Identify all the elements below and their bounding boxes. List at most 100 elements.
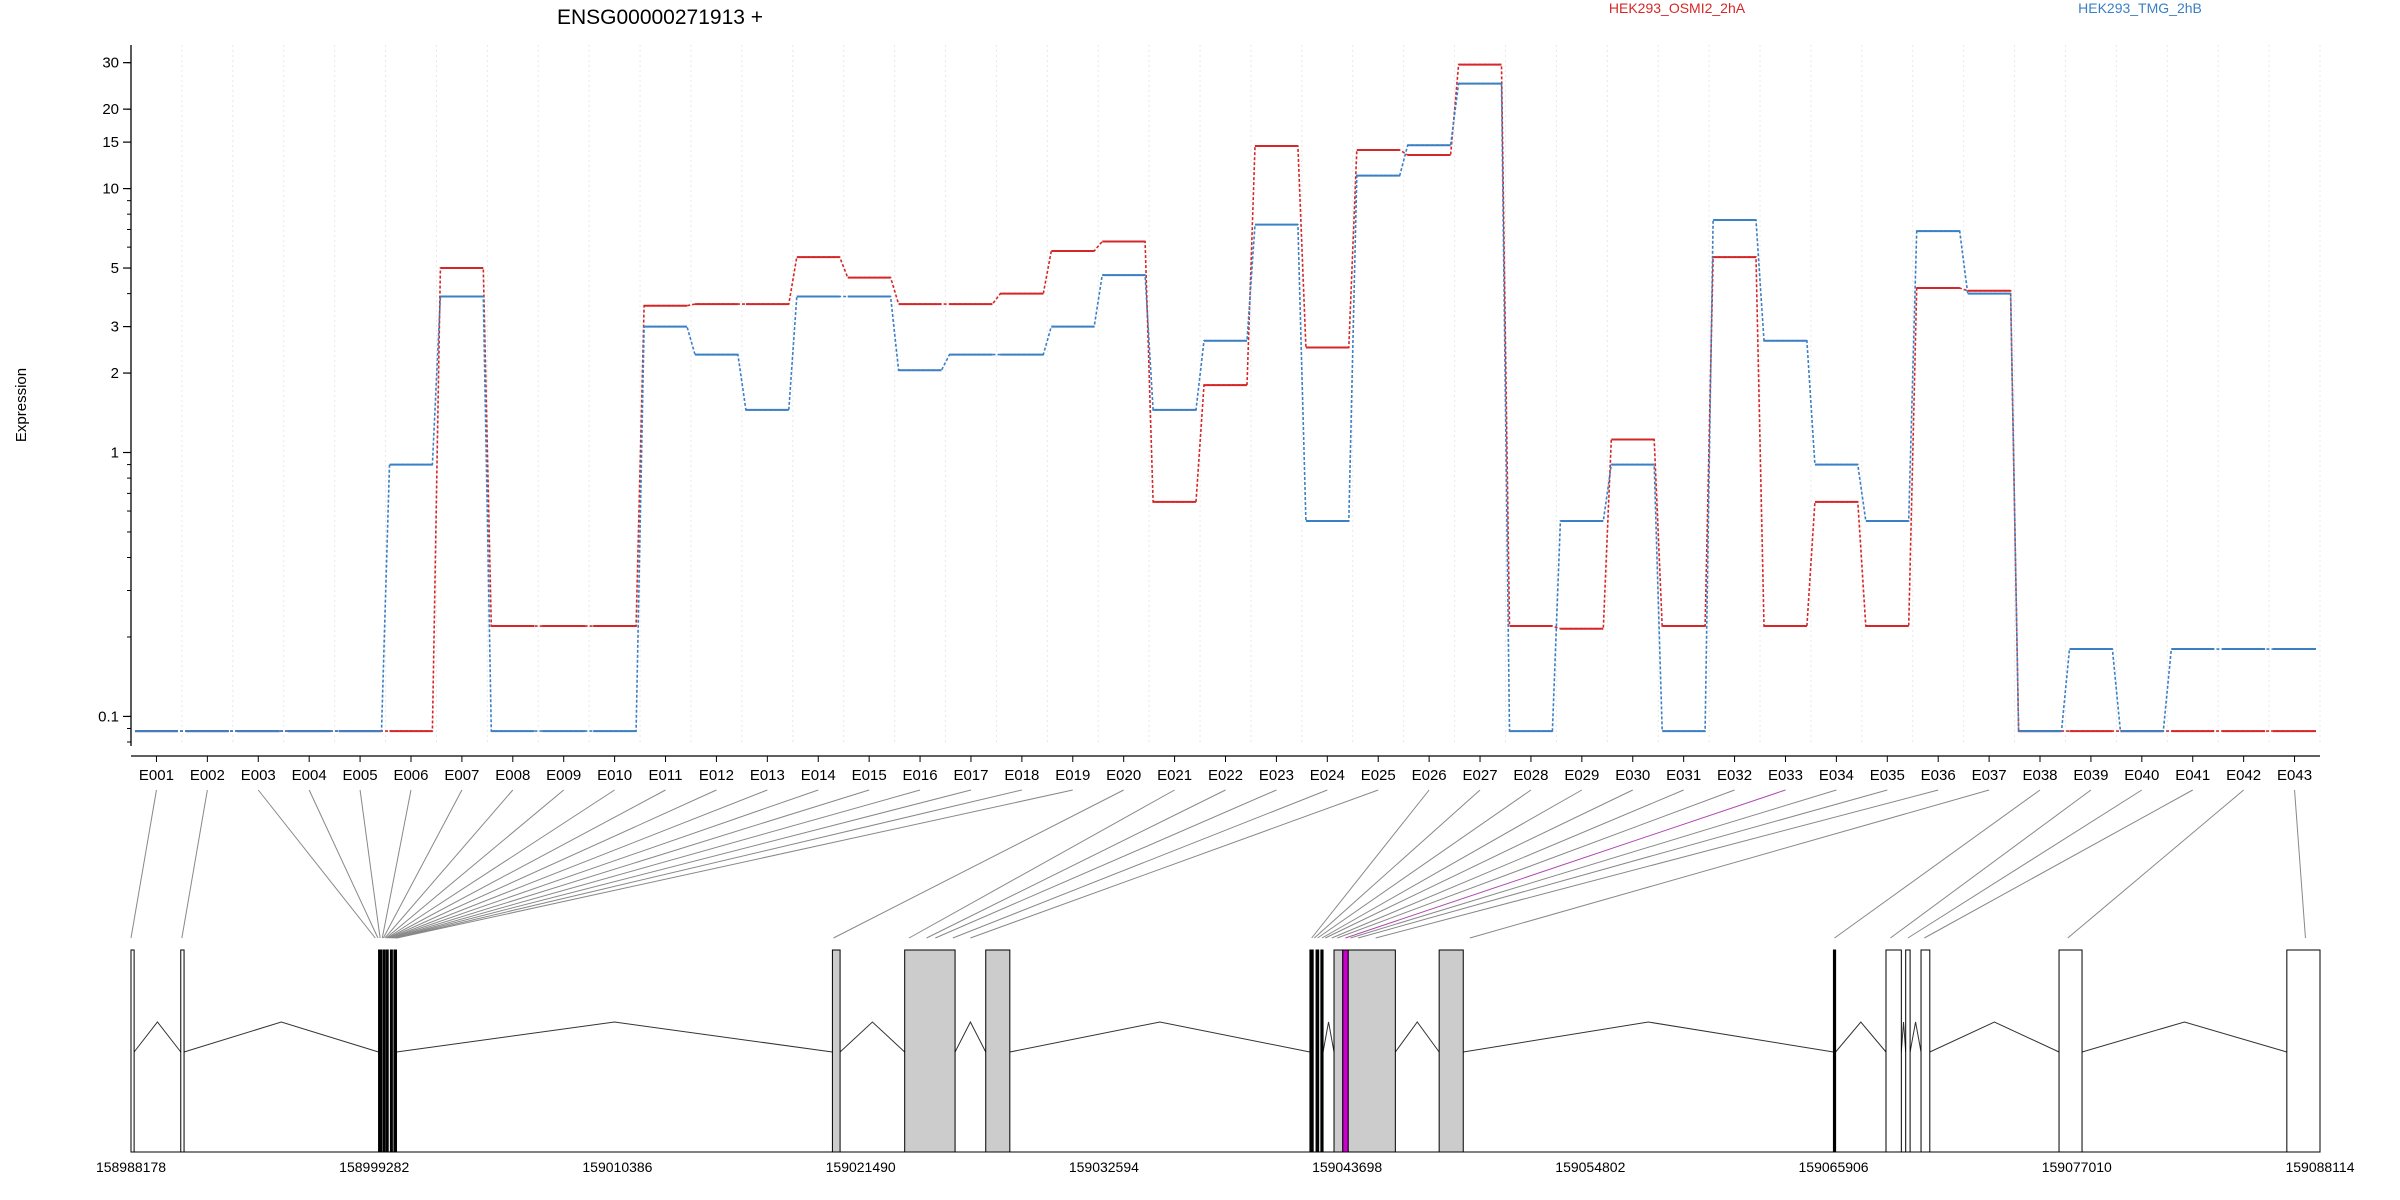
exon-connector-lines — [130, 789, 2306, 939]
x-tick-label: E024 — [1310, 767, 1345, 784]
x-tick-label: E009 — [546, 767, 581, 784]
exon-connector — [1325, 789, 1633, 939]
exon-block — [1347, 949, 1396, 1153]
y-tick-label: 20 — [102, 101, 119, 118]
intron-line — [1463, 1021, 1834, 1053]
exon-block — [130, 949, 135, 1153]
exon-block — [378, 949, 383, 1153]
intron-line — [1322, 1021, 1335, 1053]
exon-block — [385, 949, 389, 1153]
y-axis-label: Expression — [13, 368, 30, 442]
exon-connector — [1331, 789, 1684, 939]
exon-block — [2058, 949, 2083, 1153]
exon-connector — [2067, 789, 2244, 939]
x-tick-label: E026 — [1412, 767, 1447, 784]
x-tick-label: E007 — [444, 767, 479, 784]
grid-lines — [130, 45, 2321, 742]
exon-connector — [1375, 789, 1939, 939]
exon-connector — [393, 789, 870, 939]
y-tick-label: 10 — [102, 181, 119, 198]
exon-block — [1320, 949, 1324, 1153]
exon-connector — [257, 789, 376, 939]
exon-connector — [394, 789, 921, 939]
exon-block — [1342, 949, 1349, 1153]
x-tick-label: E003 — [241, 767, 276, 784]
x-tick-label: E022 — [1208, 767, 1243, 784]
exon-block — [1832, 949, 1837, 1153]
exon-block — [1309, 949, 1314, 1153]
x-tick-label: E012 — [699, 767, 734, 784]
exon-block — [1333, 949, 1344, 1153]
x-tick-label: E021 — [1157, 767, 1192, 784]
coord-label: 159054802 — [1555, 1159, 1625, 1175]
exon-connector — [388, 789, 666, 939]
genomic-coordinate-axis: 158988178 158999282 159010386 159021490 1590… — [96, 1151, 2355, 1175]
exon-connector — [384, 789, 514, 939]
exon-block — [1438, 949, 1464, 1153]
x-tick-label: E038 — [2022, 767, 2057, 784]
legend-entry-series-1: HEK293_OSMI2_2hA — [1609, 0, 1746, 16]
x-tick-label: E019 — [1055, 767, 1090, 784]
exon-connector — [130, 789, 157, 939]
intron-line — [1909, 1021, 1922, 1053]
exon-connector — [1321, 789, 1583, 939]
exon-block — [1315, 949, 1320, 1153]
coord-label: 159032594 — [1069, 1159, 1139, 1175]
exon-block — [904, 949, 956, 1153]
intron-line — [839, 1021, 906, 1053]
x-tick-label: E013 — [750, 767, 785, 784]
x-tick-label: E002 — [190, 767, 225, 784]
exon-block — [2286, 949, 2321, 1153]
coord-label: 159021490 — [826, 1159, 896, 1175]
exon-block — [1905, 949, 1911, 1153]
x-tick-label: E023 — [1259, 767, 1294, 784]
exon-block — [1920, 949, 1931, 1153]
x-tick-label: E006 — [393, 767, 428, 784]
exon-connector — [1924, 789, 2193, 939]
exon-connector — [1313, 789, 1481, 939]
exon-connector — [181, 789, 208, 939]
x-tick-label: E042 — [2226, 767, 2261, 784]
x-tick-label: E036 — [1921, 767, 1956, 784]
x-tick-label: E028 — [1513, 767, 1548, 784]
coord-label: 158988178 — [96, 1159, 166, 1175]
exon-connector — [1311, 789, 1430, 939]
exon-connector — [308, 789, 379, 939]
x-tick-label: E031 — [1666, 767, 1701, 784]
exon-connector — [396, 789, 1073, 939]
x-tick-label: E001 — [139, 767, 174, 784]
intron-line — [1835, 1021, 1887, 1053]
exon-connector — [381, 789, 412, 939]
y-tick-label: 3 — [111, 319, 119, 336]
exon-connector — [2294, 789, 2306, 939]
exon-connector — [385, 789, 565, 939]
coord-label: 159010386 — [582, 1159, 652, 1175]
exon-connector — [391, 789, 819, 939]
x-tick-label: E005 — [343, 767, 378, 784]
y-tick-label: 5 — [111, 260, 119, 277]
exon-connector — [1350, 789, 1837, 939]
chart-title: ENSG00000271913 + — [557, 6, 763, 29]
intron-line — [183, 1021, 379, 1053]
exon-connector — [359, 789, 381, 939]
intron-line — [1009, 1021, 1311, 1053]
exon-connector — [1890, 789, 2092, 939]
exon-connector — [390, 789, 768, 939]
x-tick-label: E016 — [903, 767, 938, 784]
exon-block — [180, 949, 185, 1153]
exon-block — [382, 949, 386, 1153]
coord-label: 158999282 — [339, 1159, 409, 1175]
exon-connector — [1907, 789, 2143, 939]
intron-line — [133, 1021, 182, 1053]
x-tick-label: E018 — [1004, 767, 1039, 784]
x-tick-label: E030 — [1615, 767, 1650, 784]
series-1 — [135, 63, 2316, 733]
x-tick-label: E043 — [2277, 767, 2312, 784]
series-line — [135, 63, 2316, 732]
legend-entry-series-2: HEK293_TMG_2hB — [2078, 0, 2202, 16]
x-tick-label: E040 — [2124, 767, 2159, 784]
x-tick-label: E014 — [801, 767, 836, 784]
exon-connector — [1469, 789, 1990, 939]
exon-block — [389, 949, 393, 1153]
